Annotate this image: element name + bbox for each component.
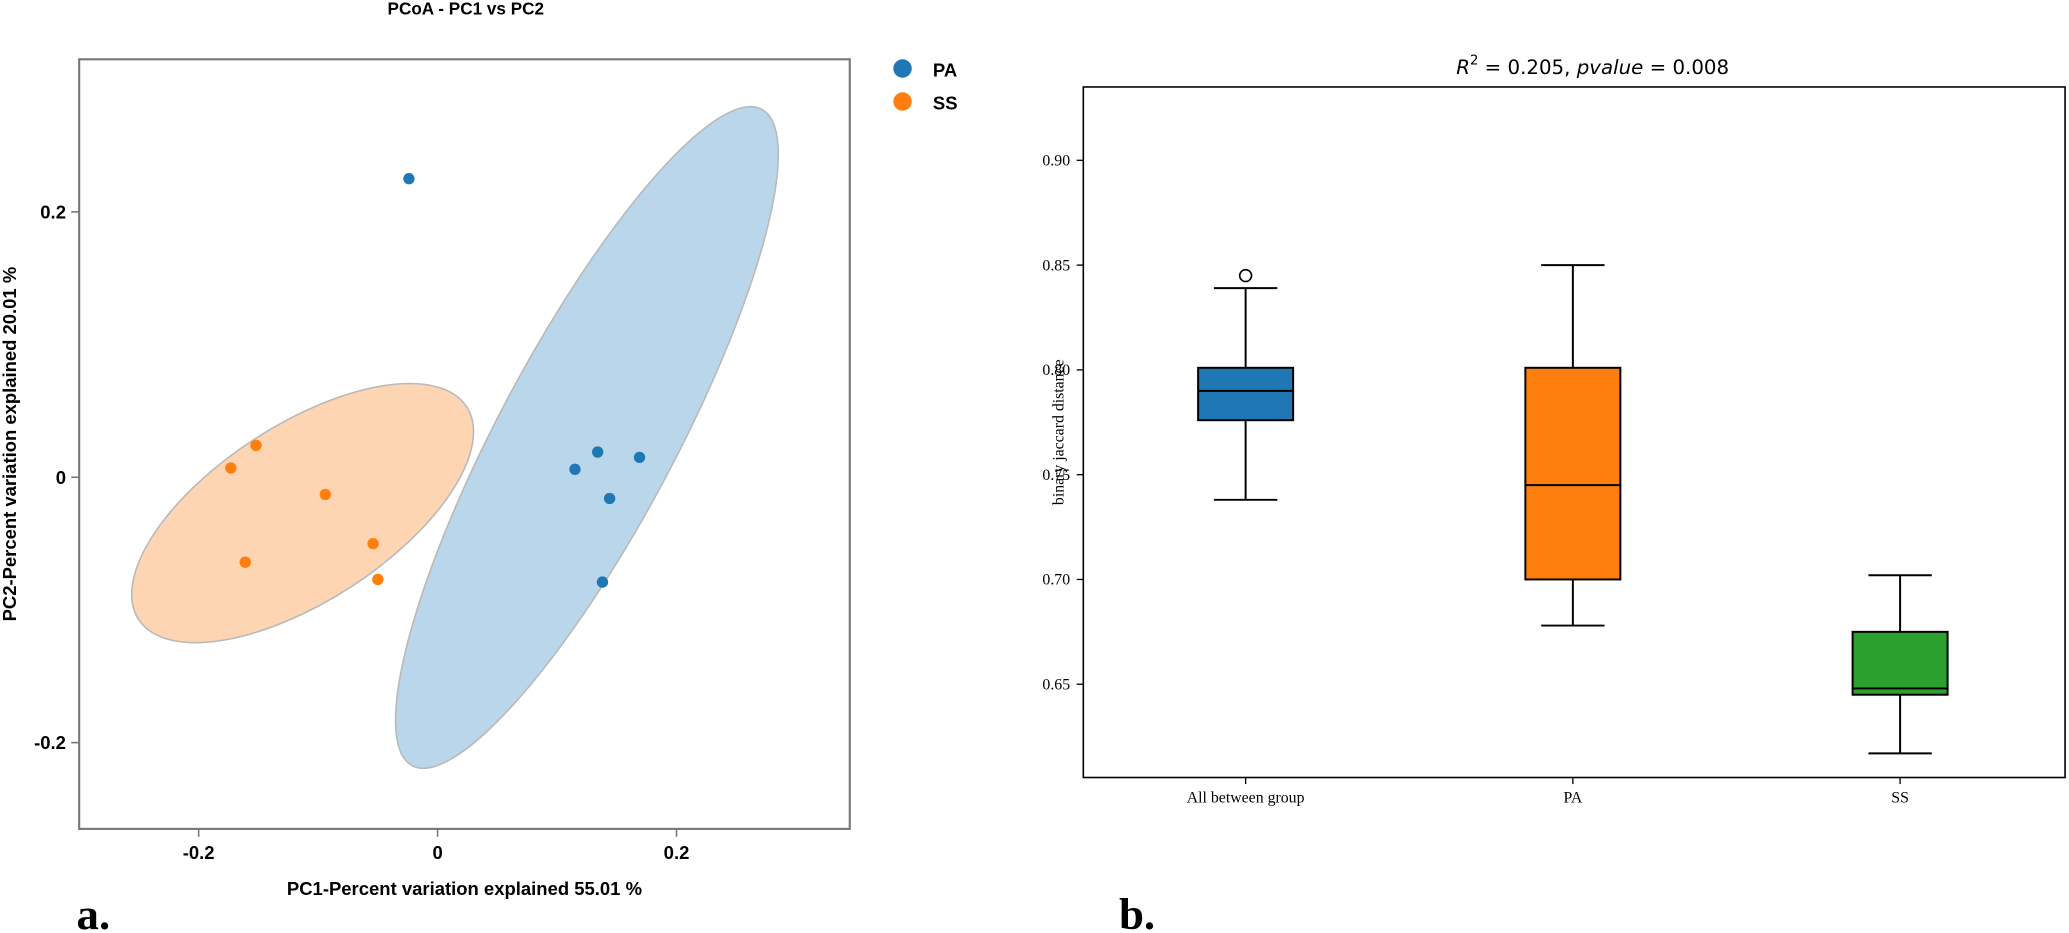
y-axis-label: PC2-Percent variation explained 20.01 % <box>0 267 20 622</box>
x-tick-label: 0 <box>432 842 442 863</box>
iqr-box <box>1851 630 1949 696</box>
title-mid: = 0.205, <box>1478 56 1576 79</box>
panel-label-b: b. <box>1119 889 1155 933</box>
x-tick-label: SS <box>1891 790 1909 807</box>
x-axis-label: PC1-Percent variation explained 55.01 % <box>287 878 642 899</box>
title-p: pvalue <box>1576 56 1644 79</box>
x-tick-label: PA <box>1563 790 1582 807</box>
boxplot-panel: R2 = 0.205, pvalue = 0.008 0.650.700.750… <box>1042 54 2066 933</box>
boxplot-frame <box>1082 86 2066 779</box>
point-ss <box>372 573 384 586</box>
ellipse-pa <box>394 105 780 770</box>
iqr-box <box>1524 366 1622 581</box>
box-all-between-group <box>1197 268 1295 501</box>
point-ss <box>367 537 379 550</box>
y-tick-label: 0.80 <box>1042 362 1070 379</box>
legend: PA SS <box>893 59 958 113</box>
y-axis-ticks: -0.2 0 0.2 <box>34 201 80 753</box>
pcoa-title: PCoA - PC1 vs PC2 <box>388 0 544 18</box>
pcoa-panel: PCoA - PC1 vs PC2 -0.2 0 0.2 -0.2 0 0.2 PC1-… <box>0 0 958 933</box>
y-tick-label: 0.75 <box>1042 467 1070 484</box>
pcoa-plot-frame <box>78 58 851 830</box>
panel-label-a: a. <box>77 889 111 933</box>
point-pa <box>633 451 646 464</box>
y-tick-label: 0.90 <box>1042 153 1070 170</box>
point-ss <box>239 556 251 568</box>
y-axis-label: binary jaccard distance <box>1051 359 1068 505</box>
y-tick-label: 0.2 <box>40 201 66 222</box>
x-tick-label: -0.2 <box>183 842 215 863</box>
y-tick-label: 0 <box>56 467 66 488</box>
legend-label-pa: PA <box>933 59 957 80</box>
point-pa <box>603 492 616 505</box>
point-pa <box>596 576 609 588</box>
y-tick-label: 0.65 <box>1042 677 1070 694</box>
title-sup: 2 <box>1470 54 1478 69</box>
y-axis-ticks: 0.65 0.70 0.75 0.80 0.85 0.90 <box>1042 153 1084 694</box>
legend-marker-ss <box>893 92 912 111</box>
legend-marker-pa <box>893 59 912 78</box>
x-tick-label: All between group <box>1187 790 1305 807</box>
point-pa <box>592 446 604 458</box>
title-end: = 0.008 <box>1643 56 1729 79</box>
x-axis-ticks: All between group PA SS <box>1187 777 1909 807</box>
legend-label-ss: SS <box>933 92 958 113</box>
y-tick-label: 0.85 <box>1042 257 1070 274</box>
confidence-ellipses <box>130 105 780 770</box>
point-ss <box>225 462 237 474</box>
boxplot-title: R2 = 0.205, pvalue = 0.008 <box>1456 54 1729 79</box>
point-ss <box>319 488 331 501</box>
ellipse-ss <box>130 382 475 644</box>
point-pa <box>403 173 415 185</box>
y-tick-label: 0.70 <box>1042 572 1070 589</box>
iqr-box <box>1197 366 1295 422</box>
x-tick-label: 0.2 <box>664 842 690 863</box>
point-pa <box>569 463 581 475</box>
boxes <box>1197 264 1949 755</box>
title-r: R <box>1456 56 1470 79</box>
y-tick-label: -0.2 <box>34 732 66 753</box>
box-pa <box>1524 264 1622 627</box>
outlier-point <box>1238 268 1253 283</box>
x-axis-ticks: -0.2 0 0.2 <box>183 828 690 863</box>
point-ss <box>250 439 262 452</box>
scatter-points <box>225 173 646 588</box>
box-ss <box>1851 574 1949 755</box>
